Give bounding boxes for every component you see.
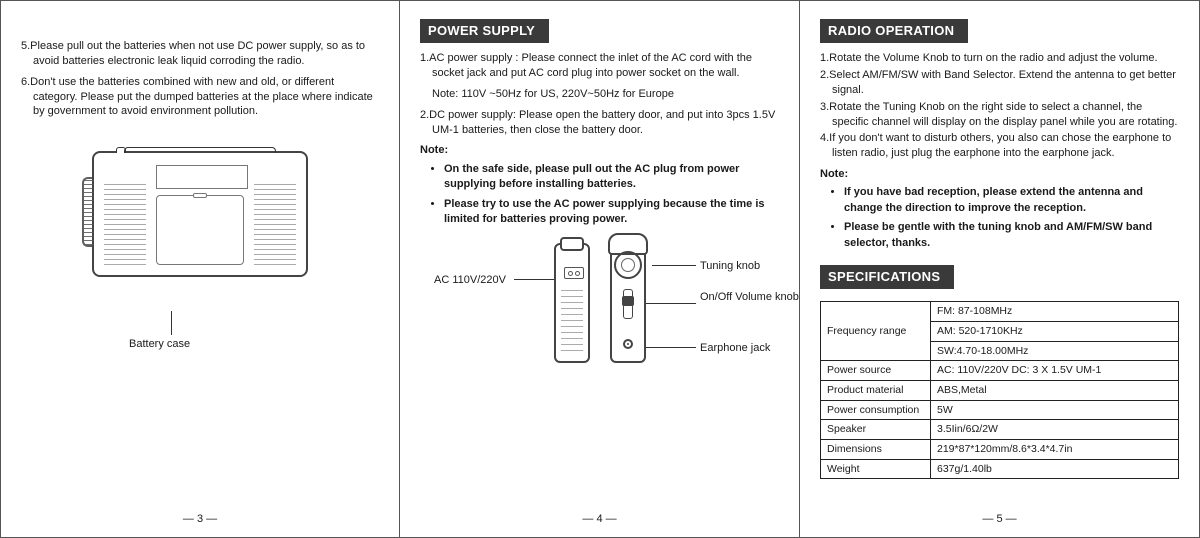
radio-right-side — [610, 243, 646, 363]
op-item: 3.Rotate the Tuning Knob on the right si… — [820, 100, 1179, 130]
instruction-item: 5.Please pull out the batteries when not… — [21, 39, 379, 69]
instruction-list: 5.Please pull out the batteries when not… — [21, 39, 379, 119]
power-notes: On the safe side, please pull out the AC… — [420, 162, 779, 228]
manual-page-4: POWER SUPPLY 1.AC power supply : Please … — [400, 0, 800, 538]
power-item: 2.DC power supply: Please open the batte… — [420, 108, 779, 138]
note-label: Note: — [420, 143, 779, 158]
manual-page-5: RADIO OPERATION 1.Rotate the Volume Knob… — [800, 0, 1200, 538]
radio-back-diagram: Antenna Handle Battery case — [21, 151, 379, 371]
spec-value: 637g/1.40lb — [931, 459, 1179, 479]
battery-case-label: Battery case — [129, 337, 190, 352]
spec-label: Dimensions — [821, 440, 931, 460]
note-item: On the safe side, please pull out the AC… — [444, 162, 779, 193]
spec-value: AM: 520-1710KHz — [931, 321, 1179, 341]
ac-label: AC 110V/220V — [434, 273, 506, 288]
note-item: Please try to use the AC power supplying… — [444, 197, 779, 228]
note-label: Note: — [820, 167, 1179, 182]
spec-label: Frequency range — [821, 302, 931, 361]
op-item: 4.If you don't want to disturb others, y… — [820, 131, 1179, 161]
manual-page-3: 5.Please pull out the batteries when not… — [0, 0, 400, 538]
tuning-knob-label: Tuning knob — [700, 259, 760, 274]
operation-notes: If you have bad reception, please extend… — [820, 185, 1179, 251]
operation-list: 1.Rotate the Volume Knob to turn on the … — [820, 51, 1179, 161]
spec-label: Speaker — [821, 420, 931, 440]
spec-table: Frequency range FM: 87-108MHz AM: 520-17… — [820, 301, 1179, 479]
power-supply-header: POWER SUPPLY — [420, 19, 549, 43]
radio-back-view — [92, 151, 308, 277]
power-item: 1.AC power supply : Please connect the i… — [420, 51, 779, 81]
spec-label: Power consumption — [821, 400, 931, 420]
spec-label: Weight — [821, 459, 931, 479]
spec-value: 5W — [931, 400, 1179, 420]
instruction-item: 6.Don't use the batteries combined with … — [21, 75, 379, 120]
note-item: Please be gentle with the tuning knob an… — [844, 220, 1179, 251]
radio-operation-header: RADIO OPERATION — [820, 19, 968, 43]
spec-value: AC: 110V/220V DC: 3 X 1.5V UM-1 — [931, 361, 1179, 381]
spec-value: 219*87*120mm/8.6*3.4*4.7in — [931, 440, 1179, 460]
radio-side-diagram: AC 110V/220V Tuning knob On/Off Volume k… — [420, 243, 779, 383]
spec-value: ABS,Metal — [931, 380, 1179, 400]
spec-value: 3.5Iin/6Ω/2W — [931, 420, 1179, 440]
page-number: 3 — [1, 512, 399, 527]
spec-label: Power source — [821, 361, 931, 381]
earphone-jack-label: Earphone jack — [700, 341, 770, 356]
power-supply-list: 1.AC power supply : Please connect the i… — [420, 51, 779, 137]
volume-knob-label: On/Off Volume knob — [700, 291, 790, 304]
power-note-line: Note: 110V ~50Hz for US, 220V~50Hz for E… — [420, 87, 779, 102]
page-number: 5 — [800, 512, 1199, 527]
op-item: 2.Select AM/FM/SW with Band Selector. Ex… — [820, 68, 1179, 98]
spec-label: Product material — [821, 380, 931, 400]
op-item: 1.Rotate the Volume Knob to turn on the … — [820, 51, 1179, 66]
page-number: 4 — [400, 512, 799, 527]
note-item: If you have bad reception, please extend… — [844, 185, 1179, 216]
spec-value: SW:4.70-18.00MHz — [931, 341, 1179, 361]
specifications-header: SPECIFICATIONS — [820, 265, 954, 289]
radio-left-side — [554, 243, 590, 363]
spec-value: FM: 87-108MHz — [931, 302, 1179, 322]
